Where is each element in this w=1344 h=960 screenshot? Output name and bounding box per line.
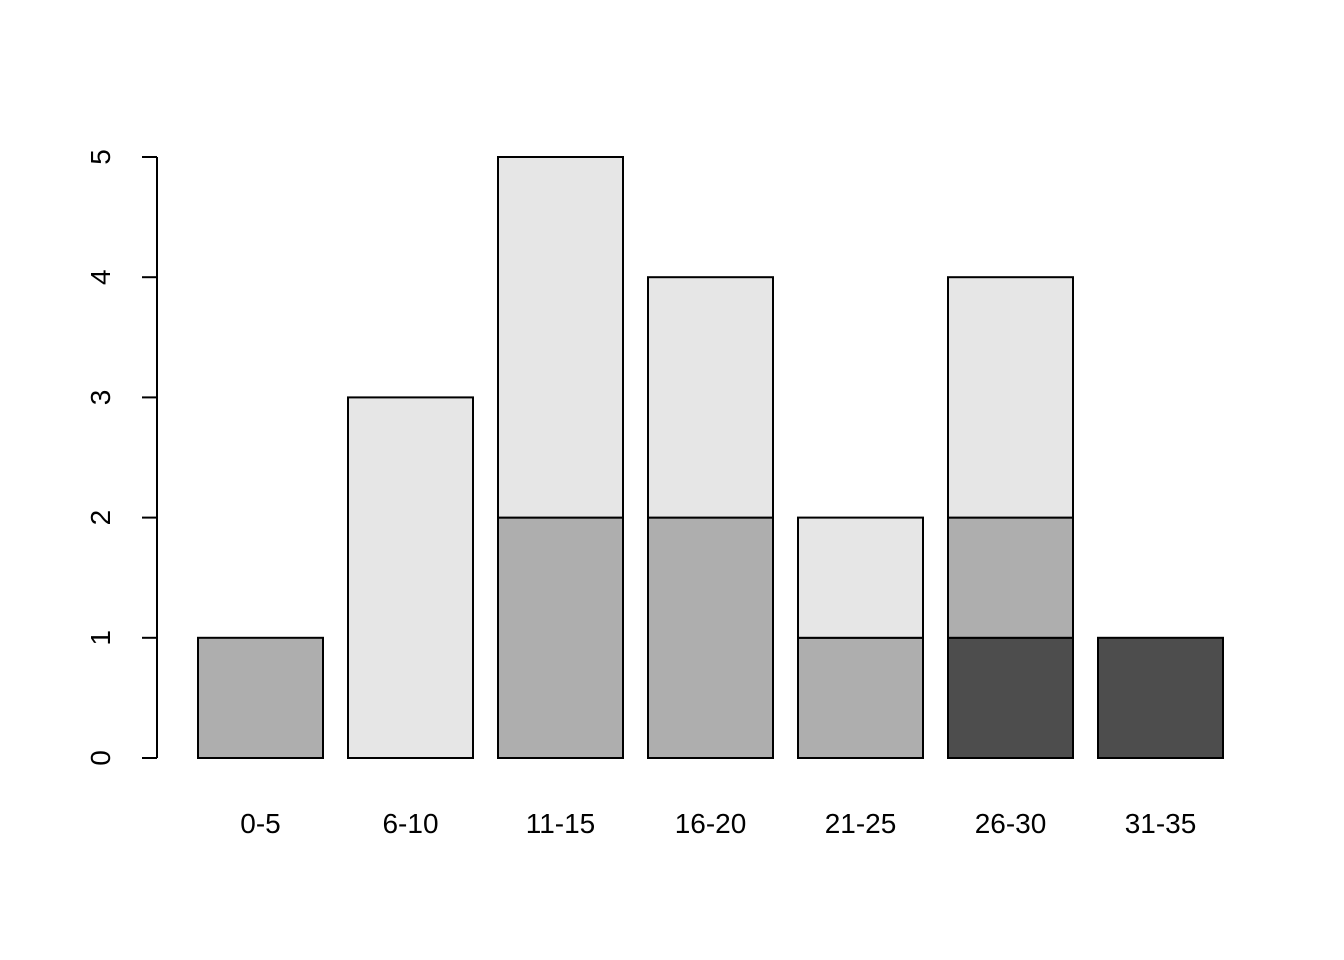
bar-segment xyxy=(797,516,924,639)
bar-segment xyxy=(347,396,474,759)
x-tick-label: 21-25 xyxy=(825,808,897,839)
bar-segment xyxy=(1097,636,1224,759)
x-tick-label: 0-5 xyxy=(240,808,280,839)
bar-segment xyxy=(497,156,624,519)
x-tick-label: 31-35 xyxy=(1125,808,1197,839)
y-tick-label: 4 xyxy=(85,269,116,285)
bar-segment xyxy=(197,636,324,759)
x-tick-label: 11-15 xyxy=(526,808,596,839)
x-tick-label: 6-10 xyxy=(382,808,438,839)
bar-segment xyxy=(947,276,1074,519)
bar-segment xyxy=(647,276,774,519)
x-tick-label: 26-30 xyxy=(975,808,1047,839)
y-tick-label: 5 xyxy=(85,149,116,165)
bar-segment xyxy=(947,636,1074,759)
bar-segment xyxy=(497,516,624,759)
bar-segment xyxy=(947,516,1074,639)
y-tick-label: 2 xyxy=(85,510,116,526)
y-tick-label: 1 xyxy=(85,630,116,646)
bar-segment xyxy=(797,636,924,759)
y-tick-label: 0 xyxy=(85,750,116,766)
bar-segment xyxy=(647,516,774,759)
y-tick-label: 3 xyxy=(85,390,116,406)
x-tick-label: 16-20 xyxy=(675,808,747,839)
